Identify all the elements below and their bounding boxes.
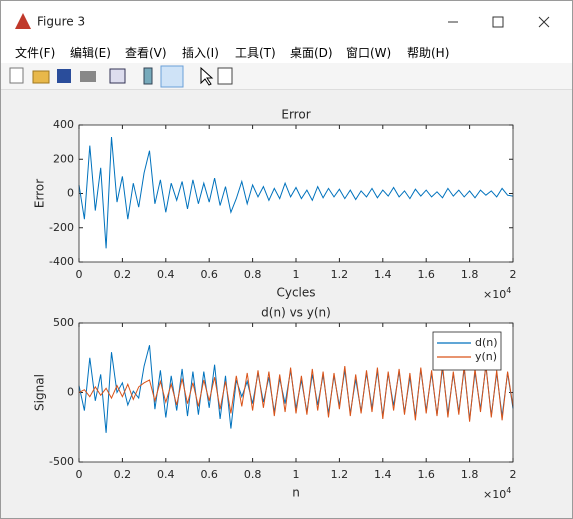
colorbar[interactable] bbox=[143, 67, 153, 85]
legend-box bbox=[432, 331, 502, 371]
menu-item[interactable]: 编辑(E) bbox=[70, 46, 111, 60]
x-tick-label: 1 bbox=[293, 268, 300, 281]
x-tick-label: 1.2 bbox=[331, 468, 349, 481]
open[interactable] bbox=[32, 70, 50, 84]
plot-area bbox=[79, 125, 513, 262]
x-tick-label: 1 bbox=[293, 468, 300, 481]
window-title: Figure 3 bbox=[37, 15, 85, 29]
title-icons: Figure 3 bbox=[15, 13, 550, 29]
print[interactable] bbox=[80, 71, 96, 82]
x-tick-label: 0 bbox=[76, 268, 83, 281]
y-axis-label: Signal bbox=[33, 374, 47, 411]
y-tick-label: 200 bbox=[53, 152, 74, 165]
close[interactable] bbox=[538, 16, 550, 28]
x-tick-label: 1.6 bbox=[417, 468, 435, 481]
data-line bbox=[78, 136, 514, 249]
x-multiplier-exponent: 4 bbox=[506, 486, 511, 495]
x-multiplier-base: ×10 bbox=[483, 288, 506, 301]
x-tick-label: 0.8 bbox=[244, 268, 262, 281]
plot-frame bbox=[78, 124, 514, 263]
x-tick-label: 0.8 bbox=[244, 468, 262, 481]
y-axis-label: Error bbox=[33, 179, 47, 208]
title-bar: Figure 3 bbox=[1, 1, 572, 41]
legend-label: d(n) bbox=[475, 336, 498, 349]
toolbar-icons bbox=[9, 65, 233, 88]
x-tick-label: 1.4 bbox=[374, 268, 392, 281]
x-tick-label: 1.2 bbox=[331, 268, 349, 281]
legend-label: y(n) bbox=[475, 350, 497, 363]
x-tick-label: 1.4 bbox=[374, 468, 392, 481]
x-tick-label: 1.8 bbox=[461, 268, 479, 281]
y-tick-label: -400 bbox=[49, 255, 74, 268]
toolbar bbox=[1, 63, 572, 90]
x-multiplier-exponent: 4 bbox=[506, 286, 511, 295]
x-multiplier-base: ×10 bbox=[483, 488, 506, 501]
menu-item[interactable]: 查看(V) bbox=[125, 46, 167, 60]
chart-title: d(n) vs y(n) bbox=[261, 306, 331, 320]
pointer[interactable] bbox=[200, 66, 214, 86]
y-tick-label: -200 bbox=[49, 221, 74, 234]
x-tick-label: 2 bbox=[510, 468, 517, 481]
y-tick-label: -500 bbox=[49, 455, 74, 468]
menu-item[interactable]: 文件(F) bbox=[15, 46, 56, 60]
x-tick-label: 0.2 bbox=[114, 268, 132, 281]
menu-item[interactable]: 帮助(H) bbox=[407, 46, 450, 60]
legend-toggle[interactable] bbox=[160, 65, 184, 88]
plot-frame bbox=[78, 322, 514, 463]
y-tick-label: 0 bbox=[67, 187, 74, 200]
x-tick-label: 0.4 bbox=[157, 268, 175, 281]
new[interactable] bbox=[9, 67, 24, 84]
y-tick-label: 500 bbox=[53, 316, 74, 329]
menu-item[interactable]: 桌面(D) bbox=[290, 46, 333, 60]
maximize[interactable] bbox=[492, 16, 504, 28]
menu-item[interactable]: 窗口(W) bbox=[346, 46, 392, 60]
x-tick-label: 0 bbox=[76, 468, 83, 481]
app-icon bbox=[15, 13, 31, 29]
x-tick-label: 0.6 bbox=[200, 468, 218, 481]
menu-bar: 文件(F) 编辑(E) 查看(V) 插入(I) 工具(T) 桌面(D) 窗口(W) 帮助(H) bbox=[1, 41, 572, 63]
y-tick-label: 0 bbox=[67, 386, 74, 399]
x-tick-label: 0.2 bbox=[114, 468, 132, 481]
x-axis-label: Cycles bbox=[276, 286, 315, 300]
x-tick-label: 0.6 bbox=[200, 268, 218, 281]
chart-title: Error bbox=[281, 108, 310, 122]
x-tick-label: 0.4 bbox=[157, 468, 175, 481]
x-multiplier: ×104 bbox=[483, 286, 511, 302]
x-tick-label: 1.8 bbox=[461, 468, 479, 481]
x-tick-label: 2 bbox=[510, 268, 517, 281]
link[interactable] bbox=[109, 68, 126, 84]
property-inspector[interactable] bbox=[217, 67, 233, 85]
menu-item[interactable]: 工具(T) bbox=[235, 46, 276, 60]
x-tick-label: 1.6 bbox=[417, 268, 435, 281]
data-line bbox=[78, 364, 514, 422]
menu-item[interactable]: 插入(I) bbox=[182, 46, 219, 60]
y-tick-label: 400 bbox=[53, 118, 74, 131]
x-multiplier: ×104 bbox=[483, 486, 511, 502]
x-axis-label: n bbox=[292, 486, 300, 500]
save[interactable] bbox=[57, 69, 71, 83]
